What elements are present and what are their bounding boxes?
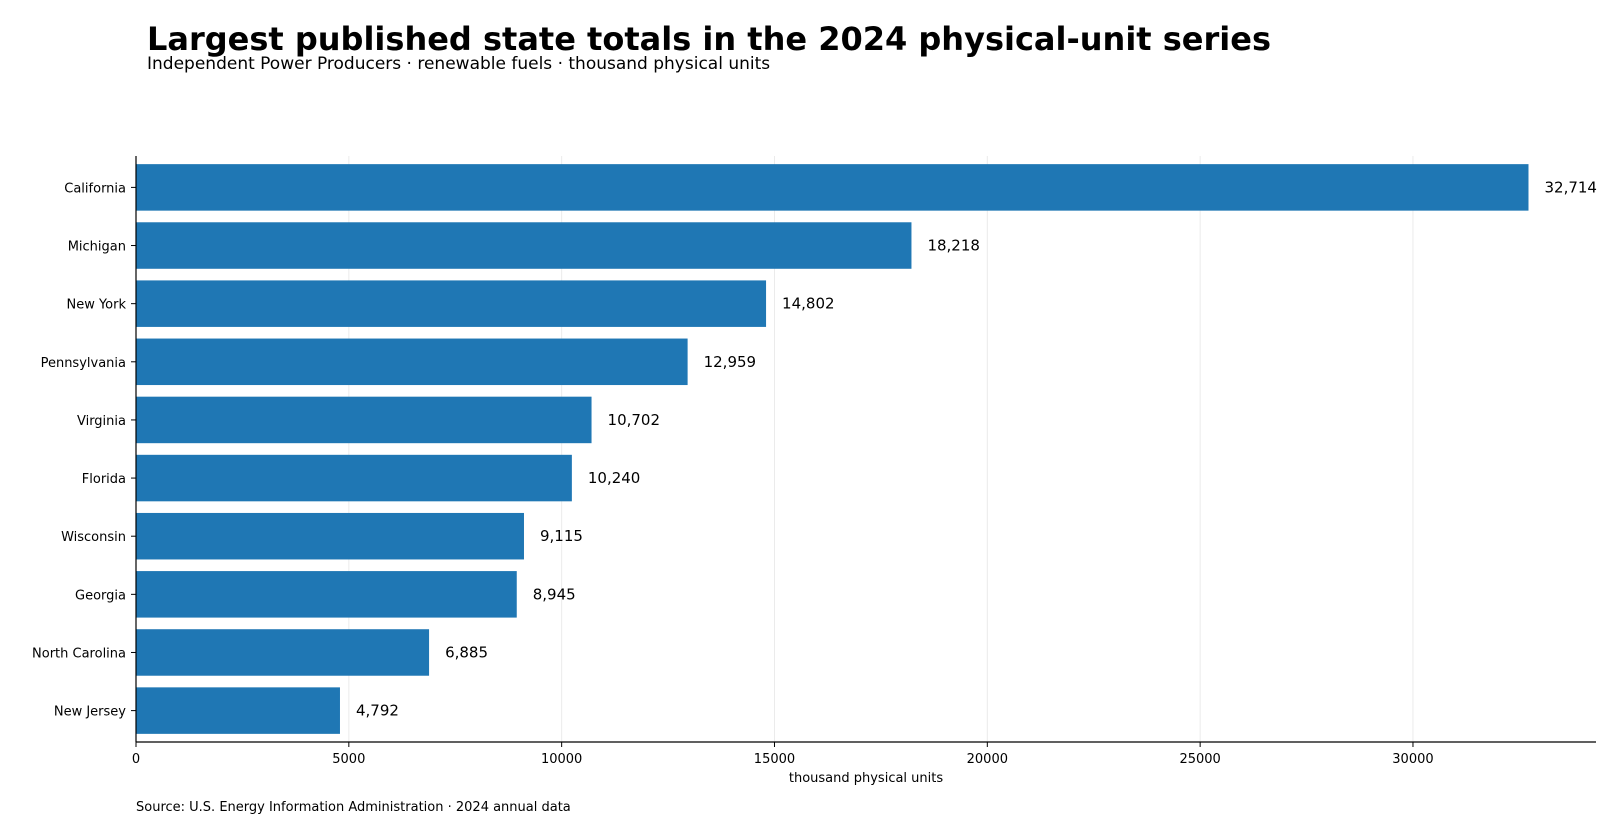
bar-new-york [136, 280, 767, 327]
bars [136, 164, 1529, 734]
x-tick-label: 0 [132, 752, 140, 767]
chart-title: Largest published state totals in the 20… [147, 20, 1271, 58]
value-label: 10,240 [588, 469, 641, 487]
value-labels: 32,714 18,218 14,802 12,959 10,702 10,240 9,11… [356, 178, 1597, 719]
bar-wisconsin [136, 512, 524, 560]
category-label: Florida [82, 472, 126, 487]
x-axis-label: thousand physical units [789, 771, 944, 786]
x-tick-label: 15000 [754, 752, 795, 767]
x-tick-label: 20000 [967, 752, 1008, 767]
category-label: Pennsylvania [41, 356, 126, 371]
x-tick-label: 25000 [1179, 752, 1220, 767]
category-label: Georgia [75, 588, 126, 603]
bar-new-jersey [136, 687, 340, 734]
category-label: Virginia [77, 414, 126, 429]
value-label: 18,218 [927, 237, 980, 255]
category-label: North Carolina [32, 646, 126, 661]
category-label: California [64, 181, 126, 196]
x-tick-label: 10000 [541, 752, 582, 767]
bar-georgia [136, 571, 517, 618]
category-label: New York [66, 298, 126, 313]
x-tick-label: 30000 [1392, 752, 1433, 767]
bar-north-carolina [136, 629, 430, 676]
bar-michigan [136, 222, 912, 269]
value-label: 6,885 [445, 643, 488, 661]
value-label: 12,959 [704, 353, 757, 371]
value-label: 4,792 [356, 702, 399, 720]
bar-california [136, 164, 1529, 211]
value-label: 32,714 [1544, 178, 1597, 196]
value-label: 8,945 [533, 585, 576, 603]
category-label: Michigan [68, 240, 126, 255]
axes: 0 5000 10000 15000 20000 25000 30000 California… [32, 156, 1596, 767]
category-label: New Jersey [54, 705, 126, 720]
bar-pennsylvania [136, 338, 688, 386]
bar-virginia [136, 396, 592, 444]
value-label: 10,702 [608, 411, 661, 429]
value-label: 9,115 [540, 527, 583, 545]
value-label: 14,802 [782, 295, 835, 313]
category-label: Wisconsin [61, 530, 126, 545]
source-note: Source: U.S. Energy Information Administ… [136, 800, 571, 815]
bar-florida [136, 454, 572, 502]
x-tick-label: 5000 [332, 752, 365, 767]
chart-subtitle: Independent Power Producers · renewable … [147, 54, 771, 74]
